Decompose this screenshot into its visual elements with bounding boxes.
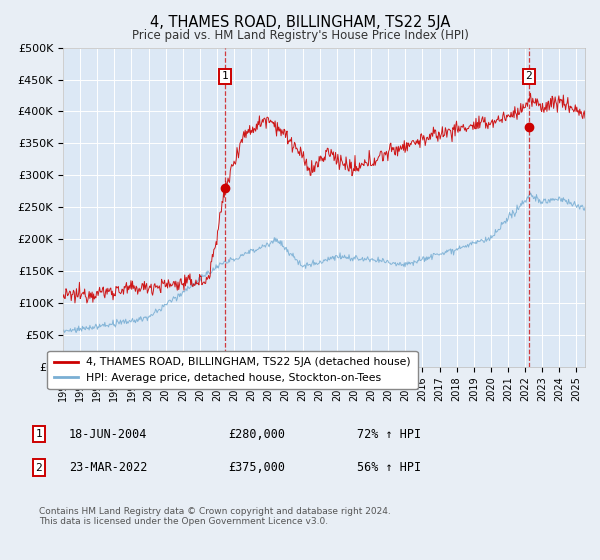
Text: Contains HM Land Registry data © Crown copyright and database right 2024.
This d: Contains HM Land Registry data © Crown c… [39, 507, 391, 526]
Legend: 4, THAMES ROAD, BILLINGHAM, TS22 5JA (detached house), HPI: Average price, detac: 4, THAMES ROAD, BILLINGHAM, TS22 5JA (de… [47, 351, 418, 389]
Text: 23-MAR-2022: 23-MAR-2022 [69, 461, 148, 474]
Text: 2: 2 [526, 71, 532, 81]
Text: 56% ↑ HPI: 56% ↑ HPI [357, 461, 421, 474]
Text: £280,000: £280,000 [228, 427, 285, 441]
Text: £375,000: £375,000 [228, 461, 285, 474]
Text: Price paid vs. HM Land Registry's House Price Index (HPI): Price paid vs. HM Land Registry's House … [131, 29, 469, 42]
Text: 1: 1 [221, 71, 228, 81]
Text: 18-JUN-2004: 18-JUN-2004 [69, 427, 148, 441]
Text: 72% ↑ HPI: 72% ↑ HPI [357, 427, 421, 441]
Text: 2: 2 [35, 463, 43, 473]
Text: 4, THAMES ROAD, BILLINGHAM, TS22 5JA: 4, THAMES ROAD, BILLINGHAM, TS22 5JA [150, 15, 450, 30]
Text: 1: 1 [35, 429, 43, 439]
